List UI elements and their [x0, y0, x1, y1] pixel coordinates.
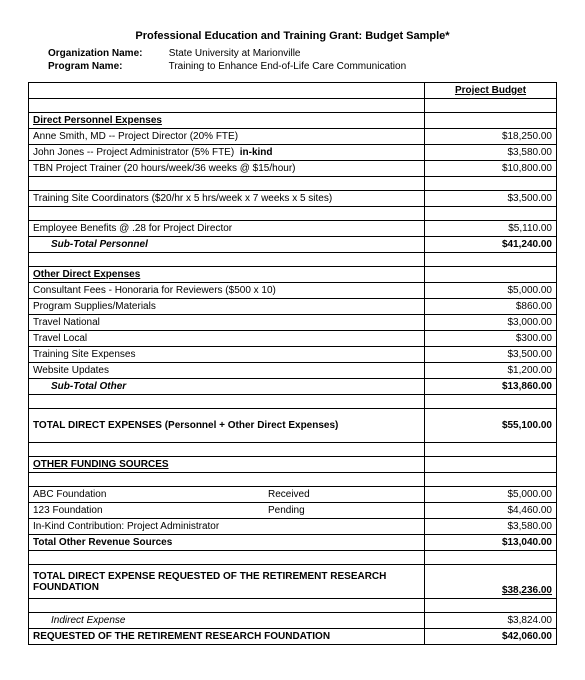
other-amount: $300.00 — [425, 331, 557, 347]
other-heading: Other Direct Expenses — [29, 267, 425, 283]
other-amount: $3,000.00 — [425, 315, 557, 331]
prog-row: Program Name: Training to Enhance End-of… — [48, 61, 557, 72]
org-label: Organization Name: — [48, 48, 166, 59]
document-meta: Organization Name: State University at M… — [48, 48, 557, 72]
indirect-amount: $3,824.00 — [425, 613, 557, 629]
other-amount: $5,000.00 — [425, 283, 557, 299]
table-row: Program Supplies/Materials $860.00 — [29, 299, 557, 315]
requested-row: TOTAL DIRECT EXPENSE REQUESTED OF THE RE… — [29, 565, 557, 599]
personnel-subtotal-label: Sub-Total Personnel — [29, 237, 425, 253]
personnel-amount: $18,250.00 — [425, 129, 557, 145]
final-label: REQUESTED OF THE RETIREMENT RESEARCH FOU… — [29, 629, 425, 645]
prog-value: Training to Enhance End-of-Life Care Com… — [169, 61, 407, 72]
final-row: REQUESTED OF THE RETIREMENT RESEARCH FOU… — [29, 629, 557, 645]
final-amount: $42,060.00 — [425, 629, 557, 645]
header-row: Project Budget — [29, 83, 557, 99]
personnel-amount: $3,580.00 — [425, 145, 557, 161]
other-item: Training Site Expenses — [29, 347, 425, 363]
funding-amount: $3,580.00 — [425, 519, 557, 535]
other-item: Website Updates — [29, 363, 425, 379]
table-row: Travel National $3,000.00 — [29, 315, 557, 331]
funding-total-row: Total Other Revenue Sources $13,040.00 — [29, 535, 557, 551]
org-value: State University at Marionville — [169, 48, 301, 59]
table-row: TBN Project Trainer (20 hours/week/36 we… — [29, 161, 557, 177]
other-amount: $3,500.00 — [425, 347, 557, 363]
funding-total-amount: $13,040.00 — [425, 535, 557, 551]
table-row: Consultant Fees - Honoraria for Reviewer… — [29, 283, 557, 299]
personnel-item: Training Site Coordinators ($20/hr x 5 h… — [29, 191, 425, 207]
requested-label: TOTAL DIRECT EXPENSE REQUESTED OF THE RE… — [29, 565, 425, 599]
table-row: Training Site Coordinators ($20/hr x 5 h… — [29, 191, 557, 207]
indirect-row: Indirect Expense $3,824.00 — [29, 613, 557, 629]
total-direct-label: TOTAL DIRECT EXPENSES (Personnel + Other… — [29, 409, 425, 443]
table-row: In-Kind Contribution: Project Administra… — [29, 519, 557, 535]
funding-item: ABC Foundation Received — [29, 487, 425, 503]
funding-amount: $4,460.00 — [425, 503, 557, 519]
table-row: 123 Foundation Pending $4,460.00 — [29, 503, 557, 519]
personnel-item: John Jones -- Project Administrator (5% … — [29, 145, 425, 161]
table-row: Travel Local $300.00 — [29, 331, 557, 347]
table-row: Anne Smith, MD -- Project Director (20% … — [29, 129, 557, 145]
table-row: John Jones -- Project Administrator (5% … — [29, 145, 557, 161]
personnel-item: Anne Smith, MD -- Project Director (20% … — [29, 129, 425, 145]
table-row: ABC Foundation Received $5,000.00 — [29, 487, 557, 503]
requested-amount: $38,236.00 — [425, 565, 557, 599]
prog-label: Program Name: — [48, 61, 166, 72]
funding-amount: $5,000.00 — [425, 487, 557, 503]
indirect-label: Indirect Expense — [29, 613, 425, 629]
document-header: Professional Education and Training Gran… — [28, 30, 557, 72]
subtotal-row: Sub-Total Other $13,860.00 — [29, 379, 557, 395]
budget-table: Project Budget Direct Personnel Expenses… — [28, 82, 557, 645]
other-item: Travel Local — [29, 331, 425, 347]
table-row: Website Updates $1,200.00 — [29, 363, 557, 379]
other-subtotal-amount: $13,860.00 — [425, 379, 557, 395]
other-item: Program Supplies/Materials — [29, 299, 425, 315]
other-subtotal-label: Sub-Total Other — [29, 379, 425, 395]
subtotal-row: Sub-Total Personnel $41,240.00 — [29, 237, 557, 253]
org-row: Organization Name: State University at M… — [48, 48, 557, 59]
funding-total-label: Total Other Revenue Sources — [29, 535, 425, 551]
personnel-subtotal-amount: $41,240.00 — [425, 237, 557, 253]
other-amount: $1,200.00 — [425, 363, 557, 379]
funding-item: 123 Foundation Pending — [29, 503, 425, 519]
personnel-item: Employee Benefits @ .28 for Project Dire… — [29, 221, 425, 237]
blank-header — [29, 83, 425, 99]
table-row: Employee Benefits @ .28 for Project Dire… — [29, 221, 557, 237]
project-budget-header: Project Budget — [425, 83, 557, 99]
table-row: Training Site Expenses $3,500.00 — [29, 347, 557, 363]
funding-item: In-Kind Contribution: Project Administra… — [29, 519, 425, 535]
personnel-heading: Direct Personnel Expenses — [29, 113, 425, 129]
personnel-amount: $5,110.00 — [425, 221, 557, 237]
personnel-amount: $10,800.00 — [425, 161, 557, 177]
total-direct-row: TOTAL DIRECT EXPENSES (Personnel + Other… — [29, 409, 557, 443]
funding-heading: OTHER FUNDING SOURCES — [29, 457, 425, 473]
personnel-item: TBN Project Trainer (20 hours/week/36 we… — [29, 161, 425, 177]
personnel-amount: $3,500.00 — [425, 191, 557, 207]
other-item: Consultant Fees - Honoraria for Reviewer… — [29, 283, 425, 299]
document-title: Professional Education and Training Gran… — [28, 30, 557, 42]
total-direct-amount: $55,100.00 — [425, 409, 557, 443]
other-amount: $860.00 — [425, 299, 557, 315]
other-item: Travel National — [29, 315, 425, 331]
